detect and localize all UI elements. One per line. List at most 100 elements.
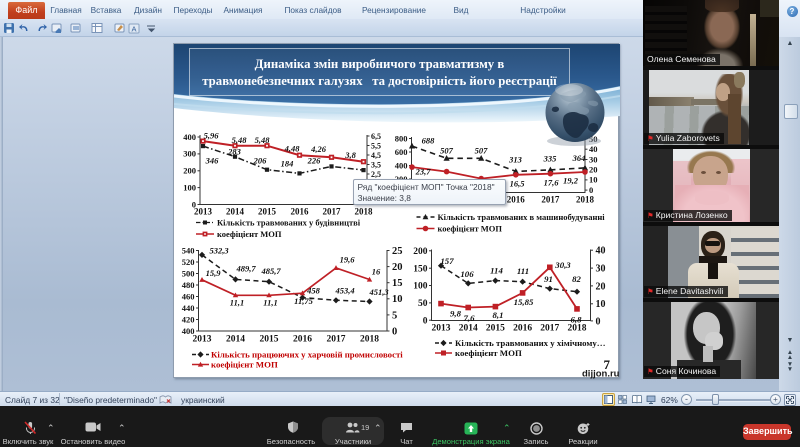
svg-text:10: 10	[589, 175, 598, 185]
svg-text:114: 114	[490, 266, 503, 276]
svg-text:460: 460	[182, 291, 195, 301]
svg-text:17,6: 17,6	[544, 178, 560, 188]
svg-text:485,7: 485,7	[260, 266, 281, 276]
svg-text:2016: 2016	[513, 324, 532, 334]
svg-text:2016: 2016	[507, 195, 526, 205]
svg-text:489,7: 489,7	[235, 264, 256, 274]
svg-text:2018: 2018	[576, 195, 595, 205]
svg-text:A: A	[131, 24, 136, 33]
svg-text:82: 82	[572, 274, 581, 284]
svg-text:500: 500	[182, 268, 195, 278]
svg-text:300: 300	[183, 149, 196, 159]
svg-text:коефіцієнт МОП: коефіцієнт МОП	[211, 360, 278, 370]
svg-text:Кількість травмованих у хімічн: Кількість травмованих у хімічному…	[455, 338, 606, 348]
svg-text:5,5: 5,5	[371, 141, 381, 150]
svg-text:50: 50	[589, 134, 598, 144]
svg-text:458: 458	[306, 285, 321, 295]
svg-text:11,1: 11,1	[263, 298, 277, 308]
svg-text:206: 206	[253, 156, 268, 166]
svg-text:30,3: 30,3	[554, 260, 571, 270]
svg-text:2016: 2016	[293, 335, 312, 345]
svg-text:11,1: 11,1	[230, 298, 244, 308]
svg-text:Кількість травмованих у буді: Кількість травмованих у будівництві	[217, 218, 361, 228]
svg-text:283: 283	[227, 147, 242, 157]
svg-text:dijjon.ru: dijjon.ru	[582, 369, 620, 380]
svg-text:3,5: 3,5	[371, 160, 381, 169]
svg-text:451,3: 451,3	[368, 287, 389, 297]
svg-text:157: 157	[440, 256, 454, 266]
svg-text:5: 5	[392, 310, 397, 321]
svg-text:507: 507	[475, 146, 489, 156]
svg-text:2013: 2013	[193, 335, 212, 345]
svg-text:346: 346	[205, 156, 220, 166]
svg-text:4,48: 4,48	[284, 144, 301, 154]
svg-text:364: 364	[572, 153, 586, 163]
svg-text:15: 15	[392, 278, 403, 289]
svg-text:15,85: 15,85	[514, 297, 534, 307]
svg-text:0: 0	[589, 185, 593, 195]
svg-text:2015: 2015	[258, 207, 277, 217]
svg-text:11,75: 11,75	[294, 296, 313, 306]
svg-text:91: 91	[544, 274, 553, 284]
svg-text:8,1: 8,1	[493, 310, 504, 320]
svg-text:16: 16	[372, 267, 381, 277]
svg-text:20: 20	[392, 262, 403, 273]
svg-text:2017: 2017	[327, 335, 346, 345]
svg-text:2018: 2018	[355, 207, 374, 217]
svg-text:2013: 2013	[194, 207, 213, 217]
svg-text:111: 111	[517, 266, 529, 276]
svg-text:200: 200	[413, 247, 428, 257]
svg-text:2015: 2015	[486, 324, 505, 334]
svg-text:200: 200	[183, 166, 196, 176]
svg-text:0: 0	[596, 316, 601, 327]
svg-text:2018: 2018	[568, 324, 587, 334]
svg-text:2013: 2013	[432, 324, 451, 334]
svg-text:30: 30	[589, 154, 598, 164]
svg-text:400: 400	[183, 132, 196, 142]
svg-text:400: 400	[395, 160, 408, 170]
svg-text:2017: 2017	[541, 195, 560, 205]
svg-text:453,4: 453,4	[334, 285, 354, 295]
svg-text:2014: 2014	[226, 335, 245, 345]
svg-text:150: 150	[413, 264, 428, 274]
svg-text:100: 100	[183, 182, 196, 192]
svg-text:50: 50	[418, 299, 428, 309]
svg-text:532,3: 532,3	[209, 246, 229, 256]
svg-text:2014: 2014	[459, 324, 478, 334]
svg-text:коефіцієнт МОП: коефіцієнт МОП	[455, 348, 522, 358]
svg-text:4,5: 4,5	[371, 151, 381, 160]
svg-text:0: 0	[192, 199, 196, 209]
svg-text:7: 7	[604, 357, 611, 372]
svg-text:800: 800	[395, 133, 408, 143]
svg-text:335: 335	[543, 154, 558, 164]
svg-text:5,48: 5,48	[255, 135, 271, 145]
svg-text:313: 313	[508, 155, 523, 165]
svg-text:10: 10	[596, 299, 606, 310]
svg-text:40: 40	[589, 144, 598, 154]
svg-text:19,6: 19,6	[340, 255, 356, 265]
svg-text:20: 20	[589, 165, 598, 175]
svg-text:5,96: 5,96	[204, 131, 220, 141]
svg-text:Кількість працюючих у харчовій: Кількість працюючих у харчовій промислов…	[211, 350, 403, 360]
svg-text:0: 0	[392, 326, 397, 337]
svg-text:20: 20	[596, 281, 606, 292]
svg-text:2,5: 2,5	[371, 170, 381, 179]
svg-text:106: 106	[460, 269, 474, 279]
svg-text:2018: 2018	[360, 335, 379, 345]
svg-text:0: 0	[423, 316, 428, 326]
svg-text:15,9: 15,9	[206, 268, 222, 278]
svg-text:184: 184	[281, 159, 294, 169]
svg-text:507: 507	[440, 146, 454, 156]
svg-text:9,8: 9,8	[450, 309, 462, 319]
svg-text:10: 10	[392, 294, 403, 305]
svg-text:23,7: 23,7	[415, 167, 432, 177]
svg-text:540: 540	[182, 245, 195, 255]
svg-text:400: 400	[182, 326, 195, 336]
svg-text:30: 30	[596, 264, 606, 275]
svg-text:4,26: 4,26	[310, 144, 327, 154]
svg-text:2015: 2015	[260, 335, 279, 345]
svg-text:25: 25	[392, 246, 403, 257]
svg-text:600: 600	[395, 147, 408, 157]
svg-text:2016: 2016	[291, 207, 310, 217]
svg-text:520: 520	[182, 257, 195, 267]
